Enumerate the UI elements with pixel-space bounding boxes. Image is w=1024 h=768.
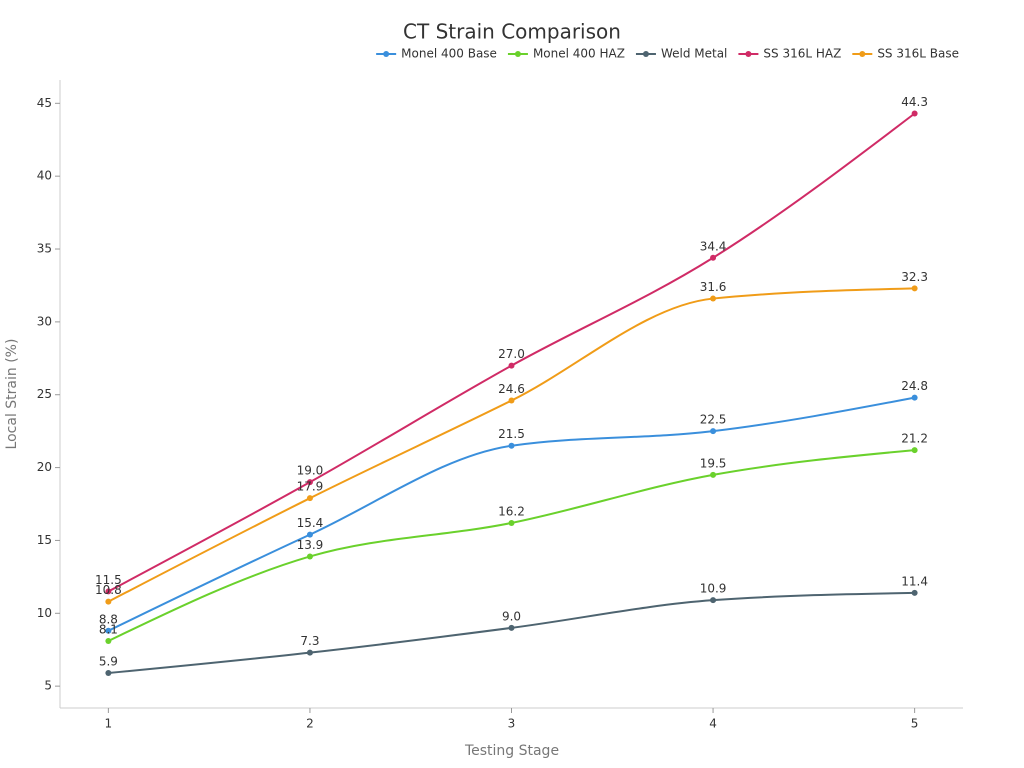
data-point bbox=[710, 597, 717, 604]
y-axis-title: Local Strain (%) bbox=[4, 339, 20, 450]
x-tick-label: 2 bbox=[306, 717, 314, 731]
chart-title: CT Strain Comparison bbox=[403, 20, 621, 44]
data-label: 19.5 bbox=[700, 456, 727, 470]
data-point bbox=[911, 589, 918, 596]
data-label: 15.4 bbox=[297, 516, 324, 530]
y-tick-label: 40 bbox=[37, 169, 52, 183]
legend-item: Monel 400 HAZ bbox=[507, 47, 625, 61]
series-line bbox=[108, 591, 915, 675]
data-point bbox=[306, 479, 313, 486]
legend-item: Monel 400 Base bbox=[376, 47, 497, 61]
data-point bbox=[105, 637, 112, 644]
data-label: 11.4 bbox=[901, 574, 928, 588]
data-point bbox=[105, 670, 112, 677]
data-point bbox=[710, 254, 717, 261]
legend-item: SS 316L Base bbox=[852, 47, 959, 61]
data-point bbox=[710, 428, 717, 435]
y-tick-label: 25 bbox=[37, 387, 52, 401]
data-point bbox=[508, 397, 515, 404]
y-tick-label: 20 bbox=[37, 460, 52, 474]
x-tick-label: 1 bbox=[105, 717, 113, 731]
data-point bbox=[105, 627, 112, 634]
x-tick-label: 3 bbox=[508, 717, 516, 731]
data-point bbox=[710, 295, 717, 302]
data-label: 5.9 bbox=[99, 655, 118, 669]
legend-marker bbox=[859, 51, 866, 57]
data-label: 22.5 bbox=[700, 413, 727, 427]
data-point bbox=[911, 285, 918, 292]
data-point bbox=[911, 110, 918, 117]
data-label: 31.6 bbox=[700, 280, 727, 294]
data-label: 34.4 bbox=[700, 239, 727, 253]
data-point bbox=[710, 471, 717, 478]
data-label: 21.2 bbox=[901, 432, 928, 446]
data-label: 24.6 bbox=[498, 382, 525, 396]
data-point bbox=[508, 442, 515, 449]
x-tick-label: 5 bbox=[911, 717, 919, 731]
legend-item: Weld Metal bbox=[635, 47, 727, 61]
legend-item: SS 316L HAZ bbox=[738, 47, 841, 61]
legend-label: Monel 400 HAZ bbox=[533, 47, 625, 61]
data-label: 44.3 bbox=[901, 95, 928, 109]
data-label: 17.9 bbox=[297, 480, 324, 494]
data-label: 11.5 bbox=[95, 573, 122, 587]
y-tick-label: 15 bbox=[37, 533, 52, 547]
legend-label: Monel 400 Base bbox=[401, 47, 497, 61]
data-label: 8.1 bbox=[99, 622, 118, 636]
data-point bbox=[508, 624, 515, 631]
data-label: 27.0 bbox=[498, 347, 525, 361]
data-label: 13.9 bbox=[297, 538, 324, 552]
data-point bbox=[508, 362, 515, 369]
data-point bbox=[105, 588, 112, 595]
data-label: 10.9 bbox=[700, 582, 727, 596]
data-point bbox=[911, 447, 918, 454]
legend-marker bbox=[514, 51, 521, 57]
y-tick-label: 10 bbox=[37, 606, 52, 620]
y-tick-label: 5 bbox=[44, 679, 52, 693]
data-point bbox=[911, 394, 918, 401]
y-tick-label: 35 bbox=[37, 242, 52, 256]
legend-marker bbox=[642, 51, 649, 57]
data-label: 21.5 bbox=[498, 427, 525, 441]
data-label: 10.8 bbox=[95, 583, 122, 597]
data-point bbox=[306, 531, 313, 538]
data-point bbox=[306, 649, 313, 656]
data-label: 16.2 bbox=[498, 504, 525, 518]
data-point bbox=[105, 598, 112, 605]
x-tick-label: 4 bbox=[709, 717, 717, 731]
data-point bbox=[306, 495, 313, 502]
legend-marker bbox=[383, 51, 390, 57]
legend-label: Weld Metal bbox=[661, 47, 727, 61]
data-label: 7.3 bbox=[300, 634, 319, 648]
data-label: 8.8 bbox=[99, 612, 118, 626]
data-label: 9.0 bbox=[502, 609, 521, 623]
x-axis-title: Testing Stage bbox=[464, 743, 559, 759]
data-label: 19.0 bbox=[297, 464, 324, 478]
legend-label: SS 316L HAZ bbox=[763, 47, 841, 61]
data-label: 32.3 bbox=[901, 270, 928, 284]
legend-label: SS 316L Base bbox=[877, 47, 959, 61]
data-point bbox=[508, 519, 515, 526]
y-tick-label: 45 bbox=[37, 96, 52, 110]
legend-marker bbox=[745, 51, 752, 57]
y-tick-label: 30 bbox=[37, 314, 52, 328]
data-label: 24.8 bbox=[901, 379, 928, 393]
data-point bbox=[306, 553, 313, 560]
